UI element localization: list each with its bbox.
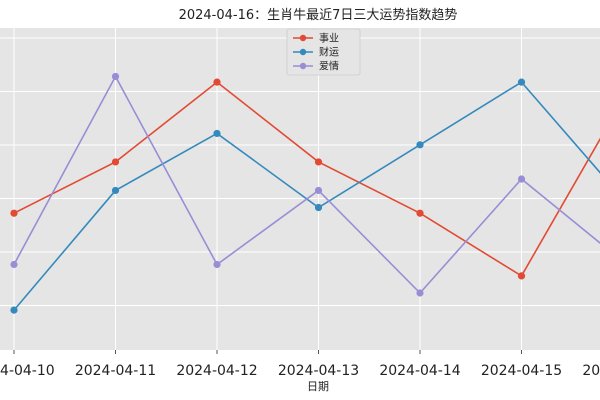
data-point	[314, 203, 323, 212]
x-tick-label: 2024-04-14	[379, 363, 460, 379]
data-point	[10, 306, 18, 314]
data-point	[213, 78, 221, 86]
data-point	[111, 72, 120, 81]
x-tick-label: 2024-04-10	[0, 363, 55, 379]
data-point	[314, 186, 323, 195]
x-tick-label: 2024-04-13	[278, 363, 359, 379]
data-point	[111, 158, 120, 166]
data-point	[416, 209, 424, 217]
plot-area	[0, 28, 600, 350]
data-point	[517, 175, 526, 183]
x-tick-label: 2024-04-16	[582, 363, 600, 379]
data-point	[416, 289, 424, 297]
x-tick-labels: 2024-04-10 2024-04-11 2024-04-12 2024-04-13…	[0, 350, 600, 379]
data-point	[314, 158, 323, 166]
data-point	[111, 186, 120, 195]
x-axis-label: 日期	[307, 380, 329, 393]
legend-marker-3	[299, 62, 307, 70]
legend-label-1: 事业	[319, 32, 339, 45]
legend-box	[286, 28, 361, 76]
legend-label-3: 爱情	[319, 60, 339, 73]
data-point	[10, 260, 18, 269]
data-point	[213, 129, 221, 138]
legend-marker-1	[299, 34, 307, 42]
legend-marker-2	[299, 48, 307, 56]
data-point	[416, 141, 424, 149]
data-point	[213, 260, 221, 269]
legend-label-2: 财运	[319, 46, 339, 59]
data-point	[10, 209, 18, 217]
series-layer	[10, 72, 600, 314]
x-tick-label: 2024-04-11	[75, 363, 156, 379]
x-tick-label: 2024-04-15	[481, 363, 562, 379]
data-point	[517, 272, 526, 280]
chart-title: 2024-04-16：生肖牛最近7日三大运势指数趋势	[179, 7, 458, 23]
x-tick-label: 2024-04-12	[176, 363, 257, 379]
data-point	[517, 78, 526, 86]
